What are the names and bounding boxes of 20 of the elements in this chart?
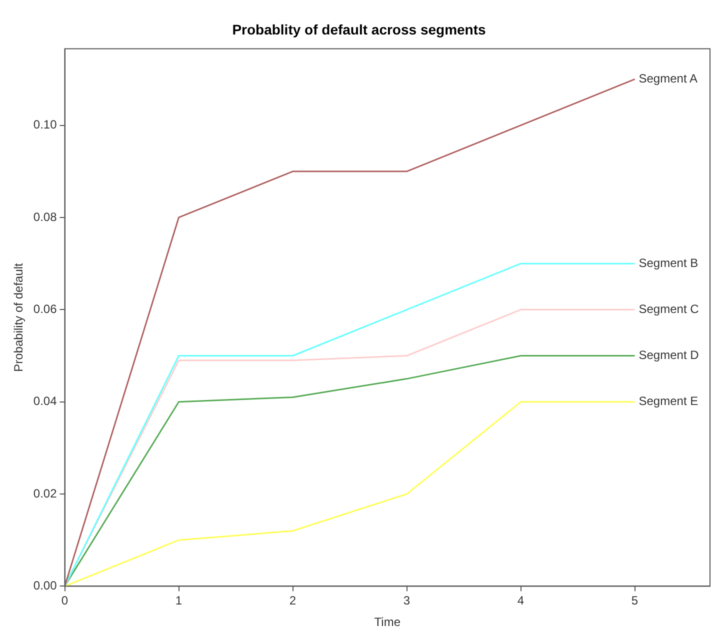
x-tick-label: 4 (517, 594, 524, 608)
y-tick-label: 0.04 (33, 394, 58, 408)
x-tick-label: 2 (289, 594, 296, 608)
chart-title: Probablity of default across segments (232, 21, 486, 38)
y-tick-label: 0.10 (33, 118, 58, 132)
y-tick-label: 0.06 (33, 302, 58, 316)
series-label: Segment D (638, 348, 700, 362)
x-tick-label: 5 (631, 594, 638, 608)
y-tick-label: 0.02 (33, 486, 58, 500)
series-label: Segment B (638, 256, 698, 270)
y-tick-label: 0.08 (33, 210, 58, 224)
series-label: Segment A (638, 72, 698, 86)
y-axis-title: Probability of default (12, 262, 26, 372)
series-label: Segment C (638, 302, 700, 316)
x-tick-label: 0 (61, 594, 68, 608)
x-tick-label: 1 (175, 594, 182, 608)
series-label: Segment E (638, 394, 698, 408)
x-tick-label: 3 (403, 594, 410, 608)
y-tick-label: 0.00 (33, 578, 58, 593)
x-axis-title: Time (374, 615, 401, 630)
